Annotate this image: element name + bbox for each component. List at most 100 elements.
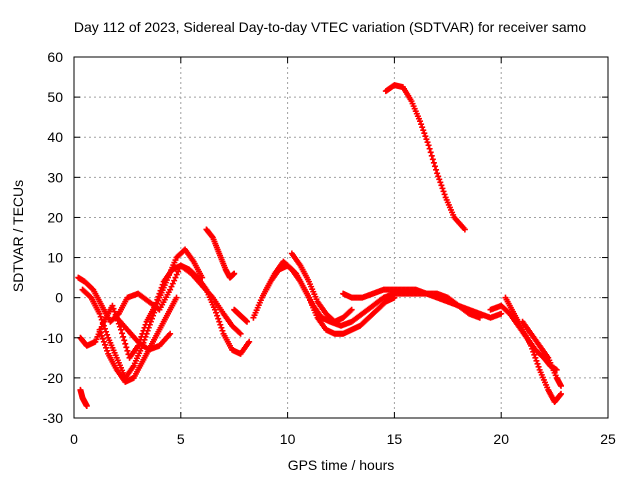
data-point (120, 333, 127, 340)
data-point (436, 176, 443, 183)
y-tick-label: 20 (47, 209, 63, 225)
x-tick-label: 15 (387, 431, 403, 447)
data-point (87, 293, 94, 300)
series-track-3 (79, 246, 206, 381)
series-track-16 (519, 318, 565, 389)
data-point (246, 338, 253, 345)
data-point (213, 309, 220, 316)
data-point (101, 341, 108, 348)
data-point (461, 226, 468, 233)
data-point (147, 318, 154, 325)
data-point (99, 319, 106, 326)
y-tick-label: -30 (43, 410, 63, 426)
data-point (173, 294, 180, 301)
data-point (529, 345, 536, 352)
data-point (219, 327, 226, 334)
data-point (171, 277, 178, 284)
data-point (231, 270, 238, 277)
y-tick-label: 60 (47, 49, 63, 65)
data-point (391, 294, 398, 301)
data-point (123, 344, 130, 351)
data-point (104, 331, 111, 338)
data-point (124, 347, 131, 354)
data-point (153, 303, 160, 310)
data-point (214, 312, 221, 319)
series-track-7 (203, 226, 238, 281)
data-point (173, 271, 180, 278)
data-point (218, 324, 225, 331)
data-point (423, 136, 430, 143)
data-point (533, 357, 540, 364)
series-track-12 (340, 286, 483, 321)
data-point (121, 337, 128, 344)
axis-layer: -30 -20 -10 0 10 20 30 40 50 60 0 5 10 15 20 25 (43, 49, 616, 447)
data-point (418, 121, 425, 128)
data-point (498, 310, 505, 317)
data-point (347, 307, 354, 314)
data-point (151, 309, 158, 316)
data-point (427, 149, 434, 156)
y-tick-label: 30 (47, 169, 63, 185)
series-track-9 (250, 262, 505, 329)
series-layer (75, 82, 565, 409)
data-point (422, 133, 429, 140)
data-point (215, 315, 222, 322)
data-point (96, 326, 103, 333)
x-tick-label: 20 (493, 431, 509, 447)
grid-layer (74, 57, 608, 418)
x-tick-label: 10 (280, 431, 296, 447)
data-point (98, 332, 105, 339)
data-point (97, 313, 104, 320)
y-tick-label: -20 (43, 370, 63, 386)
data-point (528, 342, 535, 349)
plot-frame (73, 56, 609, 419)
y-tick-label: -10 (43, 330, 63, 346)
x-tick-label: 0 (70, 431, 78, 447)
data-point (117, 326, 124, 333)
data-point (169, 280, 176, 287)
data-point (532, 354, 539, 361)
data-point (155, 297, 162, 304)
data-point (143, 330, 150, 337)
data-point (420, 127, 427, 134)
data-point (535, 363, 542, 370)
data-point (167, 286, 174, 293)
data-point (440, 188, 447, 195)
x-axis-label: GPS time / hours (287, 457, 395, 473)
data-point (437, 179, 444, 186)
data-point (431, 163, 438, 170)
data-point (441, 191, 448, 198)
data-point (100, 338, 107, 345)
x-tick-label: 25 (600, 431, 616, 447)
data-point (168, 283, 175, 290)
data-point (97, 329, 104, 336)
data-point (530, 348, 537, 355)
data-point (142, 333, 149, 340)
data-point (435, 173, 442, 180)
data-point (89, 285, 96, 292)
data-point (438, 182, 445, 189)
data-point (96, 310, 103, 317)
data-point (433, 166, 440, 173)
series-track-10 (263, 258, 398, 337)
data-point (209, 233, 216, 240)
data-point (424, 139, 431, 146)
data-point (429, 156, 436, 163)
data-point (439, 185, 446, 192)
data-point (103, 328, 110, 335)
data-point (167, 330, 174, 337)
data-point (534, 360, 541, 367)
data-point (110, 305, 117, 312)
series-track-1 (75, 262, 244, 337)
data-point (104, 347, 111, 354)
data-point (119, 330, 126, 337)
data-point (236, 329, 243, 336)
data-point (154, 300, 161, 307)
data-point (476, 314, 483, 321)
data-point (98, 316, 105, 323)
data-point (100, 322, 107, 329)
series-track-5 (113, 314, 174, 353)
data-point (426, 145, 433, 152)
data-point (421, 130, 428, 137)
data-point (211, 306, 218, 313)
